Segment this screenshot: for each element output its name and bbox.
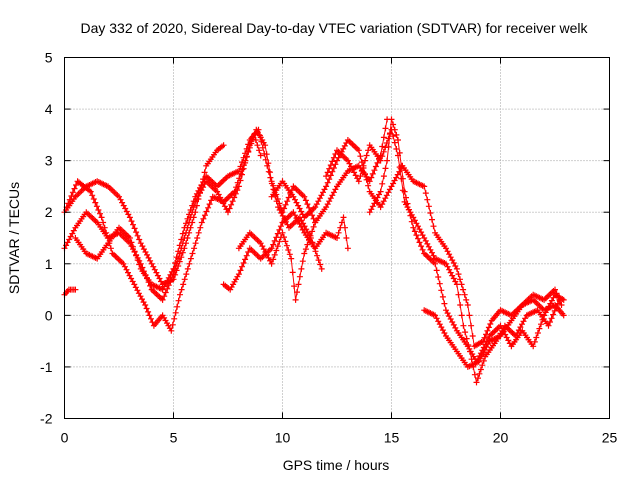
- series-sat-c: [63, 131, 264, 334]
- series-line: [66, 133, 262, 333]
- axis-ticks: 0 5 10 15 20 25 -2 -1 0 1 2 3 4 5: [40, 50, 617, 446]
- y-tick-label: 0: [45, 307, 53, 323]
- y-axis-label: SDTVAR / TECUs: [6, 182, 22, 294]
- series-line: [74, 128, 323, 291]
- data-series: [61, 116, 567, 386]
- series-markers: [220, 209, 351, 293]
- x-tick-label: 10: [275, 430, 291, 446]
- series-markers: [63, 131, 264, 334]
- x-tick-label: 0: [61, 430, 69, 446]
- series-sat-k: [421, 296, 567, 370]
- series-markers: [366, 116, 567, 365]
- series-markers: [323, 126, 563, 386]
- series-markers: [235, 116, 391, 303]
- plot-frame: [64, 57, 610, 419]
- y-tick-label: -1: [40, 359, 53, 375]
- y-tick-label: 2: [45, 204, 53, 220]
- y-tick-label: -2: [40, 411, 53, 427]
- series-sat-j: [366, 116, 567, 365]
- x-tick-label: 20: [493, 430, 509, 446]
- y-tick-label: 5: [45, 50, 53, 66]
- y-tick-label: 1: [45, 256, 53, 272]
- series-sat-f: [220, 209, 351, 293]
- y-tick-label: 4: [45, 101, 53, 117]
- series-sat-i: [323, 126, 563, 386]
- x-tick-label: 15: [384, 430, 400, 446]
- y-tick-label: 3: [45, 153, 53, 169]
- series-markers: [72, 126, 325, 293]
- chart-title: Day 332 of 2020, Sidereal Day-to-day VTE…: [80, 20, 588, 36]
- series-sat-d: [72, 126, 325, 293]
- series-markers: [421, 296, 567, 370]
- x-axis-label: GPS time / hours: [283, 457, 390, 473]
- x-tick-label: 25: [602, 430, 618, 446]
- x-tick-label: 5: [170, 430, 178, 446]
